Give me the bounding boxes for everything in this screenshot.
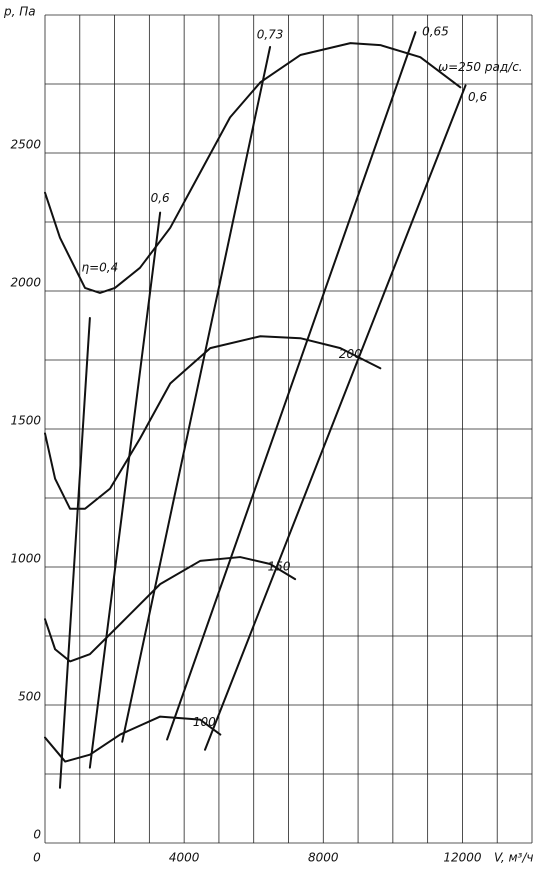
y-tick-label: 2000 — [10, 276, 41, 290]
x-tick-label: 12000 — [443, 851, 482, 865]
x-axis-label: V, м³/ч — [494, 851, 533, 865]
y-tick-label: 500 — [18, 690, 41, 704]
curve — [44, 42, 462, 294]
curve-label: 200 — [339, 347, 362, 361]
y-tick-label: 1500 — [10, 414, 41, 428]
curve — [58, 317, 91, 789]
curve-label: 0,6 — [468, 90, 487, 104]
curve-label: 0,65 — [422, 25, 449, 39]
curve — [44, 556, 297, 663]
curve — [44, 335, 382, 510]
curve-label: η=0,4 — [81, 261, 118, 275]
curve — [88, 211, 162, 769]
x-tick-label: 4000 — [169, 851, 200, 865]
curve-label: 100 — [193, 715, 216, 729]
curve-label: 150 — [268, 560, 291, 574]
y-tick-label: 1000 — [10, 552, 41, 566]
y-tick-label: 0 — [33, 828, 41, 842]
curve — [166, 31, 417, 741]
x-tick-label: 0 — [33, 851, 41, 865]
curve-label: 0,6 — [151, 191, 170, 205]
curve-label: ω=250 рад/с. — [438, 60, 523, 74]
curve — [204, 84, 467, 751]
y-axis-label: p, Па — [3, 5, 36, 19]
x-tick-label: 8000 — [308, 851, 339, 865]
curve-label: 0,73 — [257, 28, 284, 42]
y-tick-label: 2500 — [10, 138, 41, 152]
curve — [44, 715, 222, 763]
curve — [121, 46, 272, 743]
